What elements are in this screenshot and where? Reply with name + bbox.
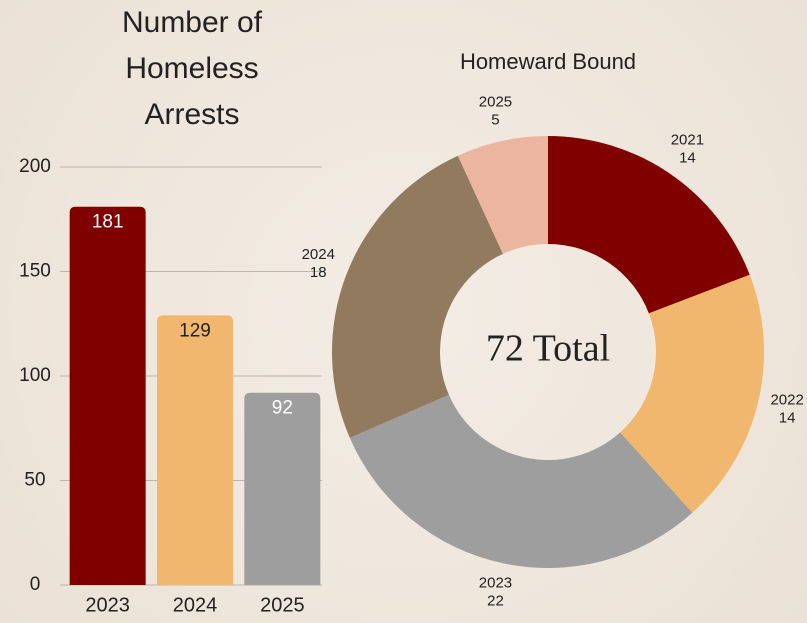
x-tick-label: 2023: [85, 594, 130, 616]
bar: [70, 207, 146, 585]
slice-value: 14: [779, 410, 796, 427]
bar-chart-title: Number of Homeless Arrests: [102, 0, 282, 138]
slice-value: 22: [487, 592, 504, 609]
data-label: 92: [272, 398, 293, 419]
y-tick-label: 100: [19, 365, 51, 386]
x-tick-label: 2024: [173, 594, 218, 616]
bar: [157, 315, 233, 585]
center-label: 72 Total: [486, 328, 610, 370]
slice-category: 2023: [479, 574, 512, 591]
slice-value: 18: [310, 264, 327, 281]
slice-value: 5: [491, 112, 499, 129]
data-label: 129: [179, 320, 211, 341]
y-tick-label: 200: [19, 156, 51, 177]
data-label: 181: [92, 212, 124, 233]
slice-category: 2022: [770, 392, 803, 409]
x-tick-label: 2025: [260, 594, 305, 616]
slice-category: 2021: [671, 131, 704, 148]
page: 0 50 100 150 200 181 2023 129 2024 92 2025 Homeward…: [0, 0, 807, 623]
donut-title: Homeward Bound: [460, 49, 636, 74]
y-tick-label: 150: [19, 261, 51, 282]
slice-value: 14: [679, 149, 696, 166]
y-tick-label: 0: [30, 574, 41, 595]
bar: [244, 393, 320, 585]
slice-category: 2024: [302, 246, 335, 263]
y-tick-label: 50: [24, 470, 45, 491]
slice-category: 2025: [479, 94, 512, 111]
donut-slice: [332, 156, 503, 438]
